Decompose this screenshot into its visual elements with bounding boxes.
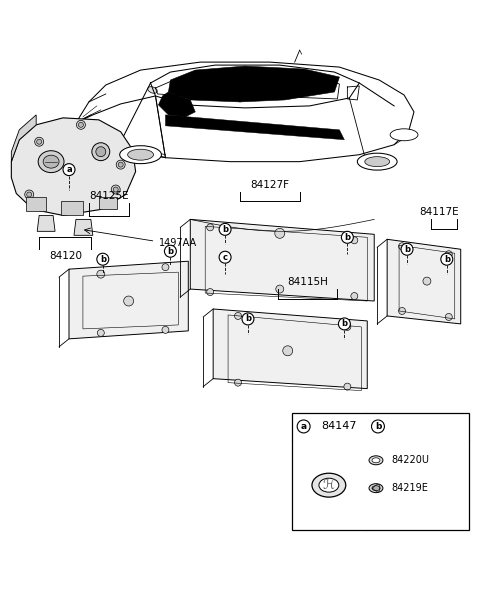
Circle shape (275, 228, 285, 238)
Circle shape (441, 253, 453, 265)
Circle shape (242, 313, 254, 325)
Ellipse shape (369, 484, 383, 493)
Circle shape (423, 277, 431, 285)
Circle shape (25, 190, 34, 199)
Polygon shape (69, 261, 188, 339)
Circle shape (445, 314, 452, 320)
Ellipse shape (38, 150, 64, 172)
Ellipse shape (319, 478, 339, 492)
Circle shape (297, 420, 310, 433)
Polygon shape (166, 115, 344, 139)
Text: a: a (66, 165, 72, 174)
Polygon shape (37, 216, 55, 231)
Circle shape (445, 251, 452, 258)
Circle shape (351, 237, 358, 244)
Circle shape (92, 143, 110, 161)
Polygon shape (387, 239, 461, 324)
Circle shape (283, 346, 293, 356)
Circle shape (36, 139, 42, 144)
Bar (61, 202, 83, 216)
Circle shape (401, 243, 413, 255)
Ellipse shape (369, 456, 383, 465)
Circle shape (341, 231, 353, 243)
Circle shape (78, 122, 84, 127)
Circle shape (97, 270, 105, 278)
Circle shape (219, 224, 231, 235)
Text: b: b (375, 422, 381, 431)
Text: b: b (444, 255, 450, 264)
Polygon shape (168, 66, 339, 102)
Text: 84127F: 84127F (251, 180, 289, 189)
Circle shape (113, 187, 118, 192)
Text: b: b (222, 225, 228, 234)
Text: b: b (168, 247, 173, 256)
Circle shape (63, 164, 75, 175)
Text: ℋ: ℋ (323, 479, 335, 491)
Text: 84220U: 84220U (391, 456, 429, 465)
Circle shape (165, 245, 176, 257)
Ellipse shape (372, 485, 380, 491)
Ellipse shape (312, 473, 346, 497)
Text: 84120: 84120 (49, 252, 83, 261)
Text: 84147: 84147 (321, 421, 357, 431)
Text: 84125E: 84125E (89, 191, 129, 202)
Polygon shape (213, 309, 367, 389)
Polygon shape (190, 219, 374, 301)
Circle shape (219, 252, 231, 263)
Circle shape (124, 296, 133, 306)
Circle shape (207, 289, 214, 295)
Text: b: b (245, 314, 251, 323)
Circle shape (96, 147, 106, 157)
Circle shape (207, 224, 214, 231)
Text: c: c (223, 253, 228, 262)
Circle shape (276, 285, 284, 293)
Ellipse shape (148, 86, 157, 93)
Text: b: b (100, 255, 106, 264)
Circle shape (35, 137, 44, 146)
Circle shape (338, 318, 350, 330)
Circle shape (162, 264, 169, 270)
Polygon shape (12, 118, 136, 216)
Bar (292, 412, 468, 530)
Circle shape (97, 329, 104, 336)
Circle shape (398, 308, 406, 314)
Text: b: b (344, 233, 350, 242)
Ellipse shape (365, 157, 390, 167)
Bar (99, 197, 117, 209)
Text: b: b (341, 319, 348, 328)
Circle shape (162, 326, 169, 333)
Circle shape (344, 383, 351, 390)
Circle shape (372, 420, 384, 433)
Circle shape (235, 379, 241, 386)
Text: 84219E: 84219E (391, 483, 428, 493)
Polygon shape (158, 92, 195, 117)
Bar (26, 197, 46, 211)
Circle shape (118, 162, 123, 167)
Polygon shape (74, 219, 93, 235)
Circle shape (97, 253, 109, 265)
Ellipse shape (390, 129, 418, 141)
Text: 1497AA: 1497AA (158, 238, 197, 248)
Ellipse shape (120, 146, 161, 164)
Circle shape (351, 292, 358, 300)
Circle shape (116, 160, 125, 169)
Text: 84117E: 84117E (419, 208, 459, 217)
Circle shape (27, 192, 32, 197)
Circle shape (111, 185, 120, 194)
Circle shape (344, 323, 351, 330)
Circle shape (76, 121, 85, 129)
Text: 84115H: 84115H (287, 277, 328, 287)
Text: b: b (404, 245, 410, 254)
Ellipse shape (43, 155, 59, 168)
Polygon shape (12, 115, 36, 161)
Text: a: a (300, 422, 307, 431)
Ellipse shape (372, 458, 380, 463)
Ellipse shape (128, 149, 154, 160)
Circle shape (398, 243, 406, 250)
Circle shape (235, 312, 241, 320)
Ellipse shape (357, 153, 397, 170)
